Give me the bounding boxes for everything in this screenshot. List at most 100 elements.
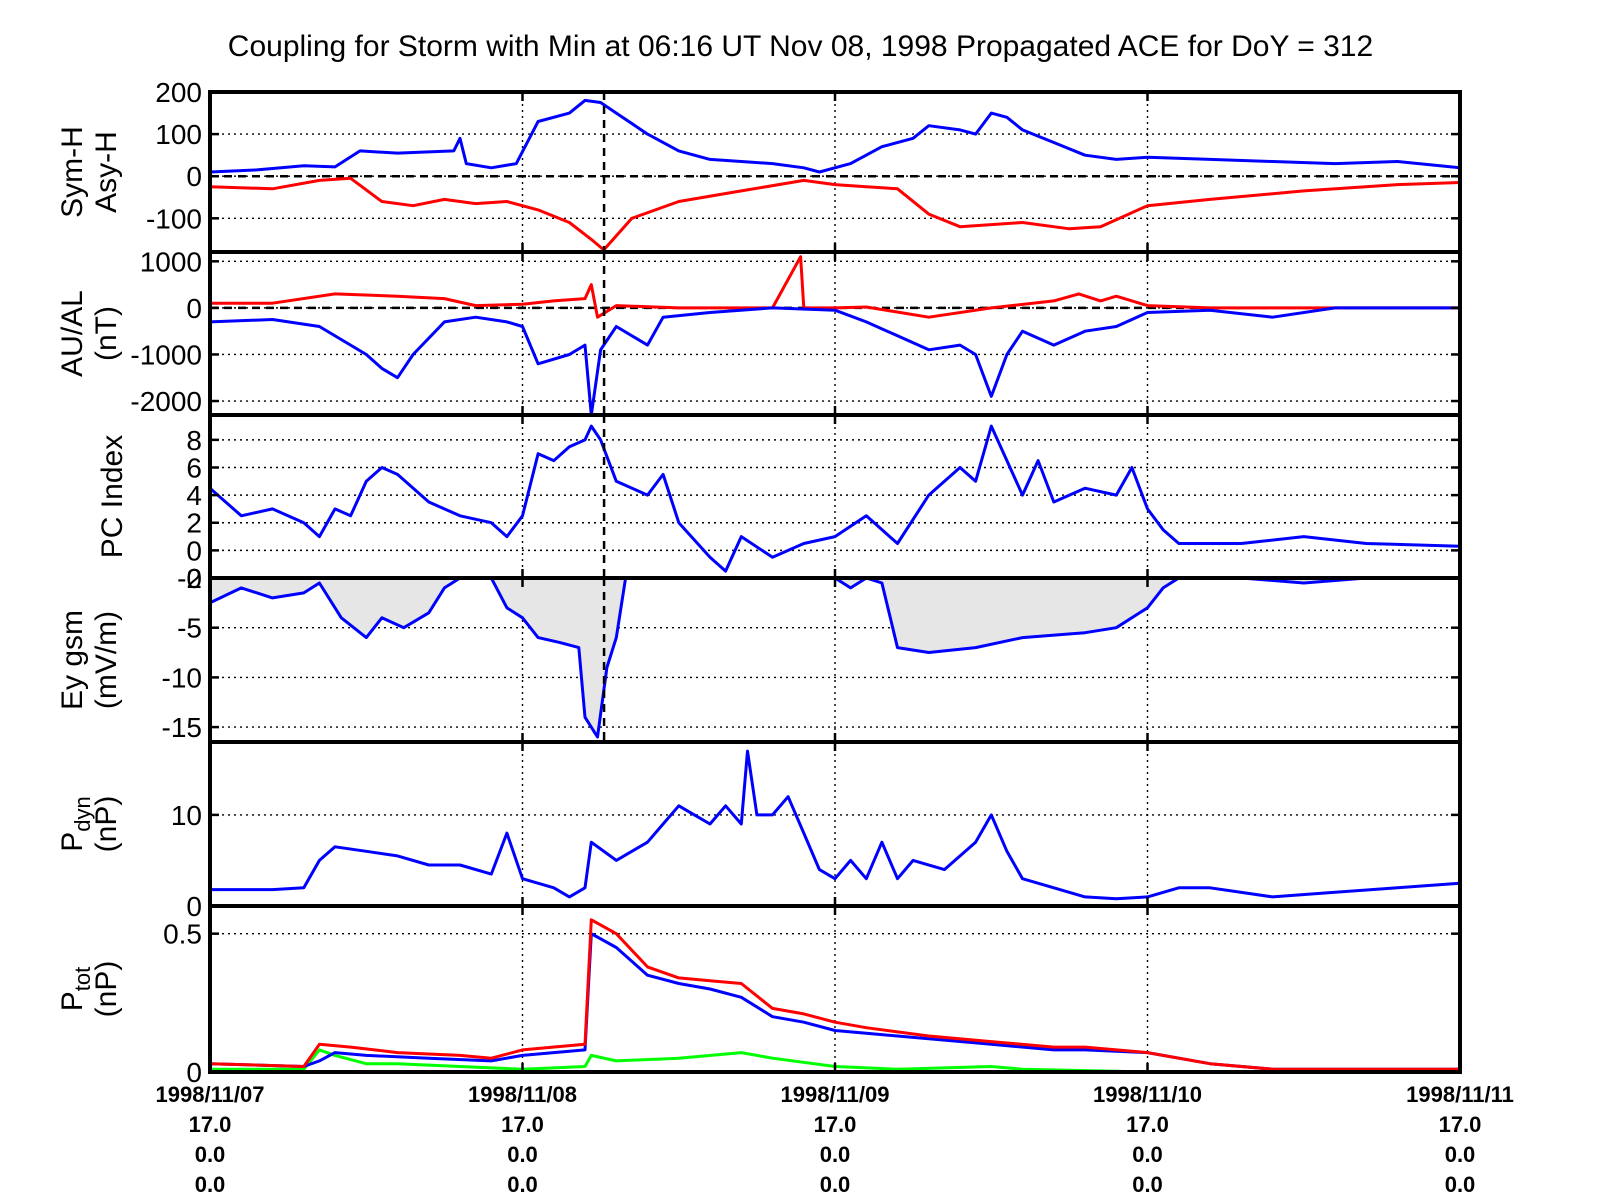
data-point [990, 1065, 993, 1068]
data-point [959, 129, 961, 131]
data-point [365, 353, 368, 356]
data-point [740, 823, 743, 825]
data-point [709, 556, 711, 559]
data-point [606, 666, 608, 669]
data-point [553, 300, 555, 302]
data-point [412, 353, 414, 356]
data-point [1146, 1051, 1149, 1054]
data-point [865, 1032, 868, 1035]
y-tick-label: 8 [186, 425, 202, 456]
data-point [365, 636, 368, 639]
data-point [396, 152, 399, 154]
data-point [521, 303, 524, 306]
data-point [318, 1049, 321, 1051]
y-tick-label: 0 [186, 1057, 202, 1088]
data-point [443, 587, 446, 589]
data-point [590, 425, 593, 427]
data-point [596, 736, 599, 738]
data-point [959, 466, 961, 469]
y-axis-label: (nT) [90, 306, 123, 361]
data-point [678, 982, 680, 985]
data-point [1396, 183, 1399, 186]
data-point [974, 480, 977, 483]
data-point [771, 814, 774, 816]
data-point [928, 316, 930, 319]
data-point [1084, 896, 1086, 898]
data-point [443, 297, 446, 300]
data-point [1178, 887, 1180, 889]
data-point [365, 850, 368, 853]
data-point [1271, 316, 1274, 319]
data-point [521, 877, 524, 880]
y-tick-label: -1000 [130, 339, 202, 370]
data-point [584, 716, 586, 718]
data-point [590, 238, 593, 241]
data-point [396, 855, 399, 857]
data-point [865, 515, 868, 517]
data-point [990, 1043, 993, 1046]
data-point [1053, 344, 1055, 346]
y-axis-label: (nP) [90, 961, 123, 1018]
series-line-red [210, 176, 1460, 252]
x-tick-label: 0.0 [507, 1142, 538, 1167]
data-point [865, 1026, 868, 1029]
data-point [865, 321, 868, 323]
data-point [1053, 141, 1055, 144]
data-point [1021, 129, 1024, 131]
data-point [1209, 198, 1211, 201]
data-point [1021, 1068, 1024, 1070]
panel-1: 200 100 0 -100 Sym-H Asy-H [56, 77, 1462, 254]
data-point [334, 1054, 336, 1057]
data-point [990, 814, 993, 816]
data-point [959, 344, 961, 346]
data-point [1084, 1049, 1086, 1051]
data-point [943, 868, 946, 871]
data-point [537, 452, 539, 455]
data-point [990, 1040, 993, 1043]
data-point [584, 1043, 586, 1046]
data-point [834, 307, 836, 309]
data-point [271, 508, 274, 510]
data-point [1006, 850, 1008, 853]
y-axis-label: AU/AL [56, 290, 89, 377]
series-line-green [210, 1048, 1460, 1072]
series-group [210, 98, 1460, 252]
x-tick-label: 0.0 [1445, 1142, 1476, 1167]
data-point [340, 617, 343, 619]
data-point [740, 535, 743, 538]
y-tick-label: -5 [177, 613, 202, 644]
data-point [1209, 158, 1211, 161]
x-tick-label: 1998/11/08 [468, 1082, 577, 1107]
y-tick-label: 0 [186, 293, 202, 324]
data-point [990, 307, 993, 309]
y-axis-label-subscript: tot [70, 967, 95, 991]
panel-4: 0 -5 -10 -15 Ey gsm (mV/m) [56, 563, 1462, 744]
data-point [515, 162, 518, 165]
data-point [896, 542, 899, 545]
data-point [678, 200, 680, 203]
data-point [590, 283, 593, 286]
data-point [599, 439, 602, 441]
x-tick-label: 0.0 [1445, 1172, 1476, 1197]
data-point [506, 535, 508, 538]
data-point [1365, 542, 1368, 545]
data-point [799, 255, 802, 258]
data-point [271, 597, 274, 599]
data-point [881, 841, 883, 843]
data-point [1178, 542, 1180, 545]
data-point [974, 353, 977, 356]
x-tick-label: 1998/11/07 [156, 1082, 265, 1107]
data-point [303, 1065, 305, 1068]
data-point [1303, 582, 1305, 584]
data-point [521, 1049, 524, 1051]
x-tick-label: 1998/11/09 [781, 1082, 890, 1107]
data-point [834, 535, 836, 538]
data-point [834, 1029, 836, 1032]
data-point [709, 979, 711, 982]
data-point [881, 145, 883, 148]
series-group [210, 424, 1460, 573]
data-point [521, 325, 524, 328]
data-point [1303, 190, 1305, 192]
